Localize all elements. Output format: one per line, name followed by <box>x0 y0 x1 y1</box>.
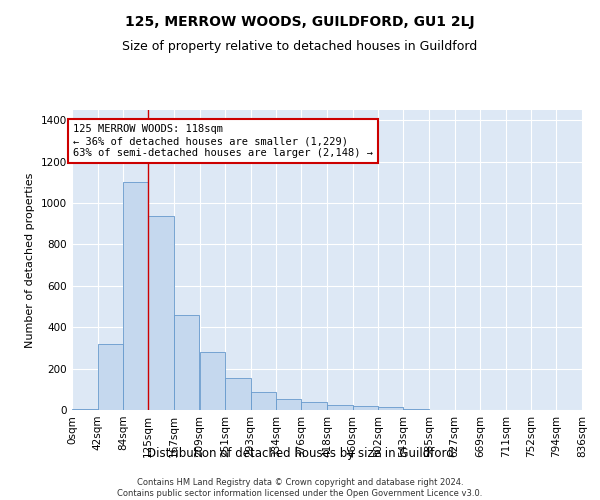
Bar <box>301 402 327 410</box>
Y-axis label: Number of detached properties: Number of detached properties <box>25 172 35 348</box>
Text: Distribution of detached houses by size in Guildford: Distribution of detached houses by size … <box>146 448 454 460</box>
Bar <box>403 409 429 410</box>
Bar <box>327 405 353 410</box>
Bar <box>276 398 301 410</box>
Bar <box>123 182 148 410</box>
Bar <box>251 392 276 410</box>
Bar <box>199 352 225 410</box>
Text: Size of property relative to detached houses in Guildford: Size of property relative to detached ho… <box>122 40 478 53</box>
Bar <box>72 409 98 410</box>
Bar <box>353 406 378 410</box>
Text: Contains HM Land Registry data © Crown copyright and database right 2024.
Contai: Contains HM Land Registry data © Crown c… <box>118 478 482 498</box>
Bar <box>148 216 174 410</box>
Bar <box>98 344 123 410</box>
Text: 125 MERROW WOODS: 118sqm
← 36% of detached houses are smaller (1,229)
63% of sem: 125 MERROW WOODS: 118sqm ← 36% of detach… <box>73 124 373 158</box>
Bar <box>174 315 199 410</box>
Bar <box>378 407 403 410</box>
Bar <box>225 378 251 410</box>
Text: 125, MERROW WOODS, GUILDFORD, GU1 2LJ: 125, MERROW WOODS, GUILDFORD, GU1 2LJ <box>125 15 475 29</box>
